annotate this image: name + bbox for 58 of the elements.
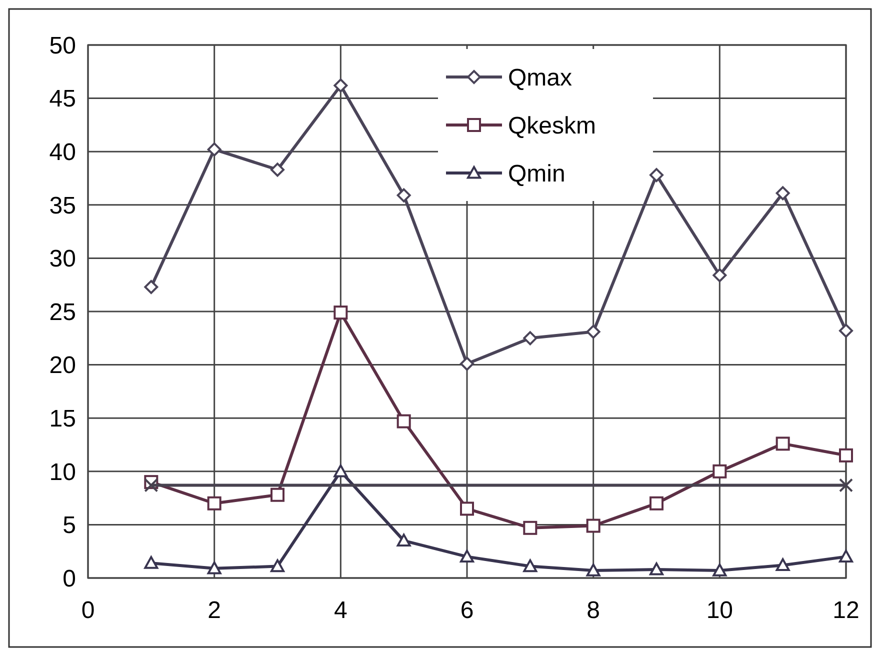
point <box>207 142 222 156</box>
y-tick-label: 10 <box>49 458 76 486</box>
point <box>839 478 853 492</box>
point <box>712 464 727 478</box>
y-tick-label: 15 <box>49 406 76 432</box>
point <box>650 496 664 510</box>
x-tick-label: 6 <box>460 597 474 624</box>
legend-label: Qmin <box>508 160 566 188</box>
point <box>334 306 348 320</box>
y-tick-label: 45 <box>49 86 76 113</box>
x-tick-label: 2 <box>208 597 222 624</box>
point <box>396 188 411 202</box>
point <box>207 496 222 510</box>
y-tick-label: 5 <box>62 512 76 540</box>
y-tick-label: 25 <box>49 298 76 326</box>
legend-label: Qkeskm <box>508 112 596 140</box>
point <box>144 280 158 294</box>
point <box>396 534 411 546</box>
point <box>460 502 474 516</box>
legend-label: Qmax <box>508 64 572 92</box>
point <box>650 168 664 182</box>
x-tick-label: 8 <box>586 597 600 624</box>
point <box>586 324 600 339</box>
point <box>144 478 158 492</box>
x-tick-label: 4 <box>334 597 348 624</box>
point <box>650 562 664 576</box>
point <box>270 559 284 572</box>
y-tick-label: 30 <box>49 246 76 273</box>
x-tick-label: 0 <box>81 597 95 624</box>
x-tick-label: 10 <box>706 597 734 624</box>
point <box>270 162 284 177</box>
point <box>396 414 411 428</box>
y-tick-label: 35 <box>49 192 76 220</box>
point <box>776 186 790 200</box>
point <box>839 448 853 462</box>
point <box>586 518 600 533</box>
point <box>839 550 853 562</box>
point <box>523 331 538 346</box>
point <box>270 488 284 502</box>
point <box>523 559 538 572</box>
point <box>460 356 474 371</box>
point <box>207 561 222 574</box>
point <box>776 436 790 451</box>
y-tick-label: 40 <box>49 139 76 166</box>
point <box>460 550 474 562</box>
point <box>586 564 600 576</box>
point <box>523 520 538 535</box>
y-tick-label: 20 <box>49 352 76 380</box>
point <box>839 324 853 338</box>
x-tick-label: 12 <box>832 597 860 624</box>
point <box>712 564 727 576</box>
point <box>712 268 727 282</box>
point <box>144 556 158 569</box>
point <box>776 558 790 572</box>
y-tick-label: 0 <box>62 565 76 592</box>
point <box>334 464 348 478</box>
y-tick-label: 50 <box>49 32 76 60</box>
point <box>334 78 348 93</box>
